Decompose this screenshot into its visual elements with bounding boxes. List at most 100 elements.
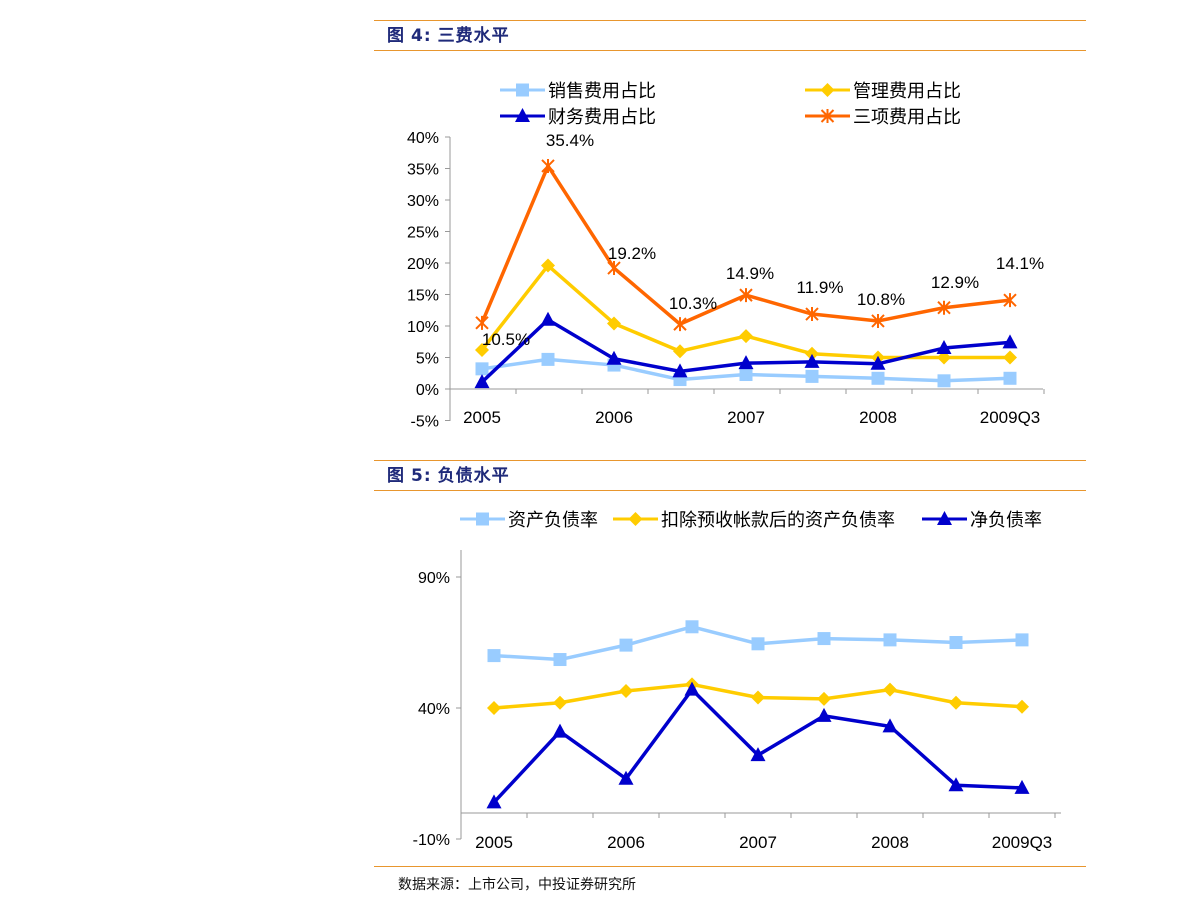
data-point-2-3 xyxy=(672,363,688,378)
data-label: 10.3% xyxy=(669,294,717,313)
x-tick-label: 2005 xyxy=(463,408,501,427)
data-point-0-5 xyxy=(817,632,831,646)
x-tick-label: 2007 xyxy=(739,833,777,852)
data-point-1-0 xyxy=(487,701,501,715)
data-point-0-8 xyxy=(1015,633,1029,647)
data-point-2-1 xyxy=(540,311,556,326)
legend-label-2: 净负债率 xyxy=(970,510,1042,530)
legend-marker-1 xyxy=(628,512,643,526)
figure-5-text: 负债水平 xyxy=(437,466,510,486)
legend-label-0: 资产负债率 xyxy=(508,510,598,530)
data-point-2-1 xyxy=(552,723,568,738)
data-point-2-3 xyxy=(684,681,700,696)
data-point-1-2 xyxy=(619,683,633,698)
y-tick-label: 25% xyxy=(407,225,439,242)
legend-marker-3 xyxy=(820,109,835,123)
figure-5-number: 5: xyxy=(411,466,432,486)
x-tick-label: 2009Q3 xyxy=(980,408,1041,427)
y-tick-label: 90% xyxy=(418,570,450,587)
legend-marker-0 xyxy=(516,83,529,97)
data-point-0-4 xyxy=(739,368,753,382)
x-tick-label: 2005 xyxy=(475,833,513,852)
data-point-0-0 xyxy=(487,649,501,663)
data-point-1-3 xyxy=(673,344,687,359)
data-point-2-0 xyxy=(474,374,490,389)
data-point-2-6 xyxy=(882,718,898,733)
data-label: 35.4% xyxy=(546,131,594,150)
data-point-1-4 xyxy=(751,690,765,705)
y-tick-label: 0% xyxy=(416,382,439,399)
chart-debt-ratios: -10% 40% 90% 2005 2006 2007 2008 2009Q3 资产负债率 扣除预… xyxy=(413,510,1061,852)
data-label: 19.2% xyxy=(608,244,656,263)
data-point-0-7 xyxy=(949,636,963,649)
data-point-2-8 xyxy=(1002,334,1018,349)
data-point-0-4 xyxy=(751,637,765,651)
data-point-3-0 xyxy=(475,315,489,330)
y-tick-label: 30% xyxy=(407,193,439,210)
data-label: 14.9% xyxy=(726,264,774,283)
y-tick-label: 40% xyxy=(407,130,439,147)
data-label: 10.5% xyxy=(482,330,530,349)
data-label: 14.1% xyxy=(996,254,1044,273)
legend-label-1: 管理费用占比 xyxy=(853,81,961,101)
data-point-3-7 xyxy=(937,300,951,315)
y-tick-label: 5% xyxy=(416,351,439,368)
data-point-2-4 xyxy=(738,355,754,370)
figure-5-prefix: 图 xyxy=(387,466,405,486)
x-tick-label: 2009Q3 xyxy=(992,833,1053,852)
data-point-2-5 xyxy=(816,707,832,722)
data-point-1-6 xyxy=(883,682,897,697)
data-point-2-0 xyxy=(486,794,502,809)
x-tick-label: 2008 xyxy=(871,833,909,852)
data-point-3-6 xyxy=(871,313,885,328)
legend-marker-2 xyxy=(937,511,952,525)
data-point-0-1 xyxy=(553,653,567,667)
data-point-0-8 xyxy=(1003,371,1017,385)
legend-label-1: 扣除预收帐款后的资产负债率 xyxy=(661,510,895,530)
y-tick-label: -5% xyxy=(411,414,439,431)
data-point-0-5 xyxy=(805,369,819,383)
data-label: 12.9% xyxy=(931,273,979,292)
data-point-0-0 xyxy=(475,362,489,376)
x-tick-label: 2006 xyxy=(595,408,633,427)
x-tick-label: 2007 xyxy=(727,408,765,427)
data-point-0-1 xyxy=(541,352,555,366)
data-point-2-5 xyxy=(804,353,820,368)
data-label: 10.8% xyxy=(857,290,905,309)
data-point-1-1 xyxy=(541,258,555,273)
data-point-2-2 xyxy=(606,350,622,365)
data-point-0-6 xyxy=(883,633,897,647)
data-point-1-7 xyxy=(949,695,963,710)
y-tick-label: 10% xyxy=(407,319,439,336)
data-point-1-8 xyxy=(1003,350,1017,365)
data-point-0-3 xyxy=(685,620,699,634)
data-point-1-4 xyxy=(739,329,753,344)
data-point-1-1 xyxy=(553,695,567,710)
y-tick-label: 15% xyxy=(407,288,439,305)
data-point-3-3 xyxy=(673,317,687,332)
x-tick-label: 2008 xyxy=(859,408,897,427)
data-point-1-0 xyxy=(475,342,489,357)
y-tick-label: 40% xyxy=(418,701,450,718)
legend-marker-1 xyxy=(820,83,835,97)
y-tick-label: 20% xyxy=(407,256,439,273)
data-point-0-7 xyxy=(937,374,951,388)
data-label: 11.9% xyxy=(797,278,844,297)
figure-4-title: 图 4: 三费水平 xyxy=(374,20,1086,51)
data-point-3-5 xyxy=(805,307,819,322)
y-tick-label: 35% xyxy=(407,162,439,179)
source-note: 数据来源：上市公司，中投证券研究所 xyxy=(398,877,636,893)
legend-marker-2 xyxy=(515,108,530,122)
data-point-3-8 xyxy=(1003,293,1017,308)
data-point-3-1 xyxy=(541,158,555,173)
legend-marker-0 xyxy=(476,512,489,526)
data-point-1-5 xyxy=(817,691,831,706)
data-point-3-2 xyxy=(607,261,621,276)
data-point-3-4 xyxy=(739,288,753,303)
legend-label-3: 三项费用占比 xyxy=(853,107,961,127)
data-point-2-2 xyxy=(618,770,634,785)
data-point-1-5 xyxy=(805,346,819,361)
legend-label-0: 销售费用占比 xyxy=(548,81,656,101)
data-point-2-4 xyxy=(750,747,766,762)
